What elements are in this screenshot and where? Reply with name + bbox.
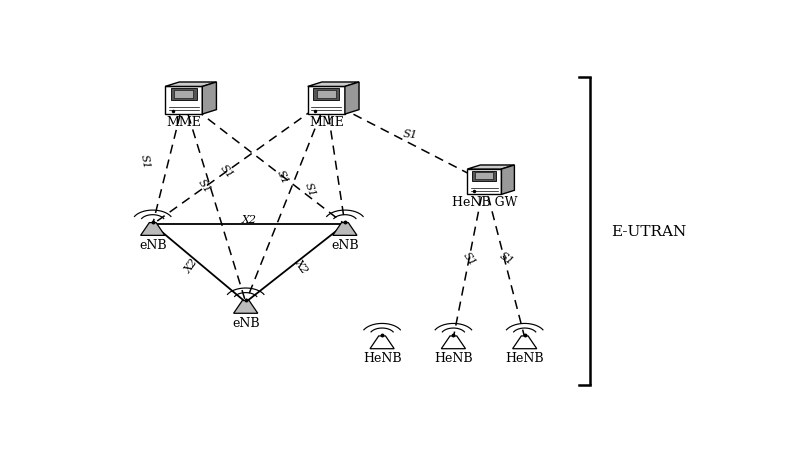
Text: S1: S1	[402, 129, 418, 140]
Text: HeNB GW: HeNB GW	[452, 196, 517, 208]
Text: eNB: eNB	[232, 316, 259, 329]
Text: eNB: eNB	[139, 239, 166, 252]
Polygon shape	[308, 83, 359, 87]
Text: S1: S1	[275, 168, 290, 186]
Polygon shape	[467, 170, 502, 195]
Text: S1: S1	[302, 181, 317, 198]
Polygon shape	[202, 83, 217, 115]
Polygon shape	[165, 83, 217, 87]
Text: S1: S1	[196, 177, 213, 195]
Text: S1: S1	[461, 249, 478, 267]
Polygon shape	[345, 83, 359, 115]
Text: X2: X2	[242, 214, 256, 224]
Text: MME: MME	[309, 116, 344, 129]
Polygon shape	[317, 91, 336, 98]
Text: eNB: eNB	[331, 239, 358, 252]
Polygon shape	[475, 173, 494, 180]
Polygon shape	[442, 336, 466, 349]
Text: MME: MME	[166, 116, 201, 129]
Text: HeNB: HeNB	[434, 352, 473, 364]
Polygon shape	[174, 91, 194, 98]
Polygon shape	[165, 87, 202, 115]
Text: HeNB: HeNB	[506, 352, 544, 364]
Text: E-UTRAN: E-UTRAN	[611, 225, 686, 239]
Text: S1: S1	[218, 163, 236, 180]
Polygon shape	[170, 89, 197, 101]
Polygon shape	[314, 89, 339, 101]
Polygon shape	[308, 87, 345, 115]
Polygon shape	[467, 166, 514, 170]
Text: HeNB: HeNB	[362, 352, 402, 364]
Text: X2: X2	[183, 257, 200, 274]
Polygon shape	[234, 301, 258, 313]
Text: S1: S1	[138, 153, 151, 169]
Polygon shape	[473, 171, 496, 182]
Polygon shape	[141, 223, 165, 236]
Text: X2: X2	[293, 257, 310, 274]
Polygon shape	[513, 336, 537, 349]
Polygon shape	[333, 223, 357, 236]
Polygon shape	[370, 336, 394, 349]
Text: S1: S1	[497, 250, 515, 267]
Polygon shape	[502, 166, 514, 195]
